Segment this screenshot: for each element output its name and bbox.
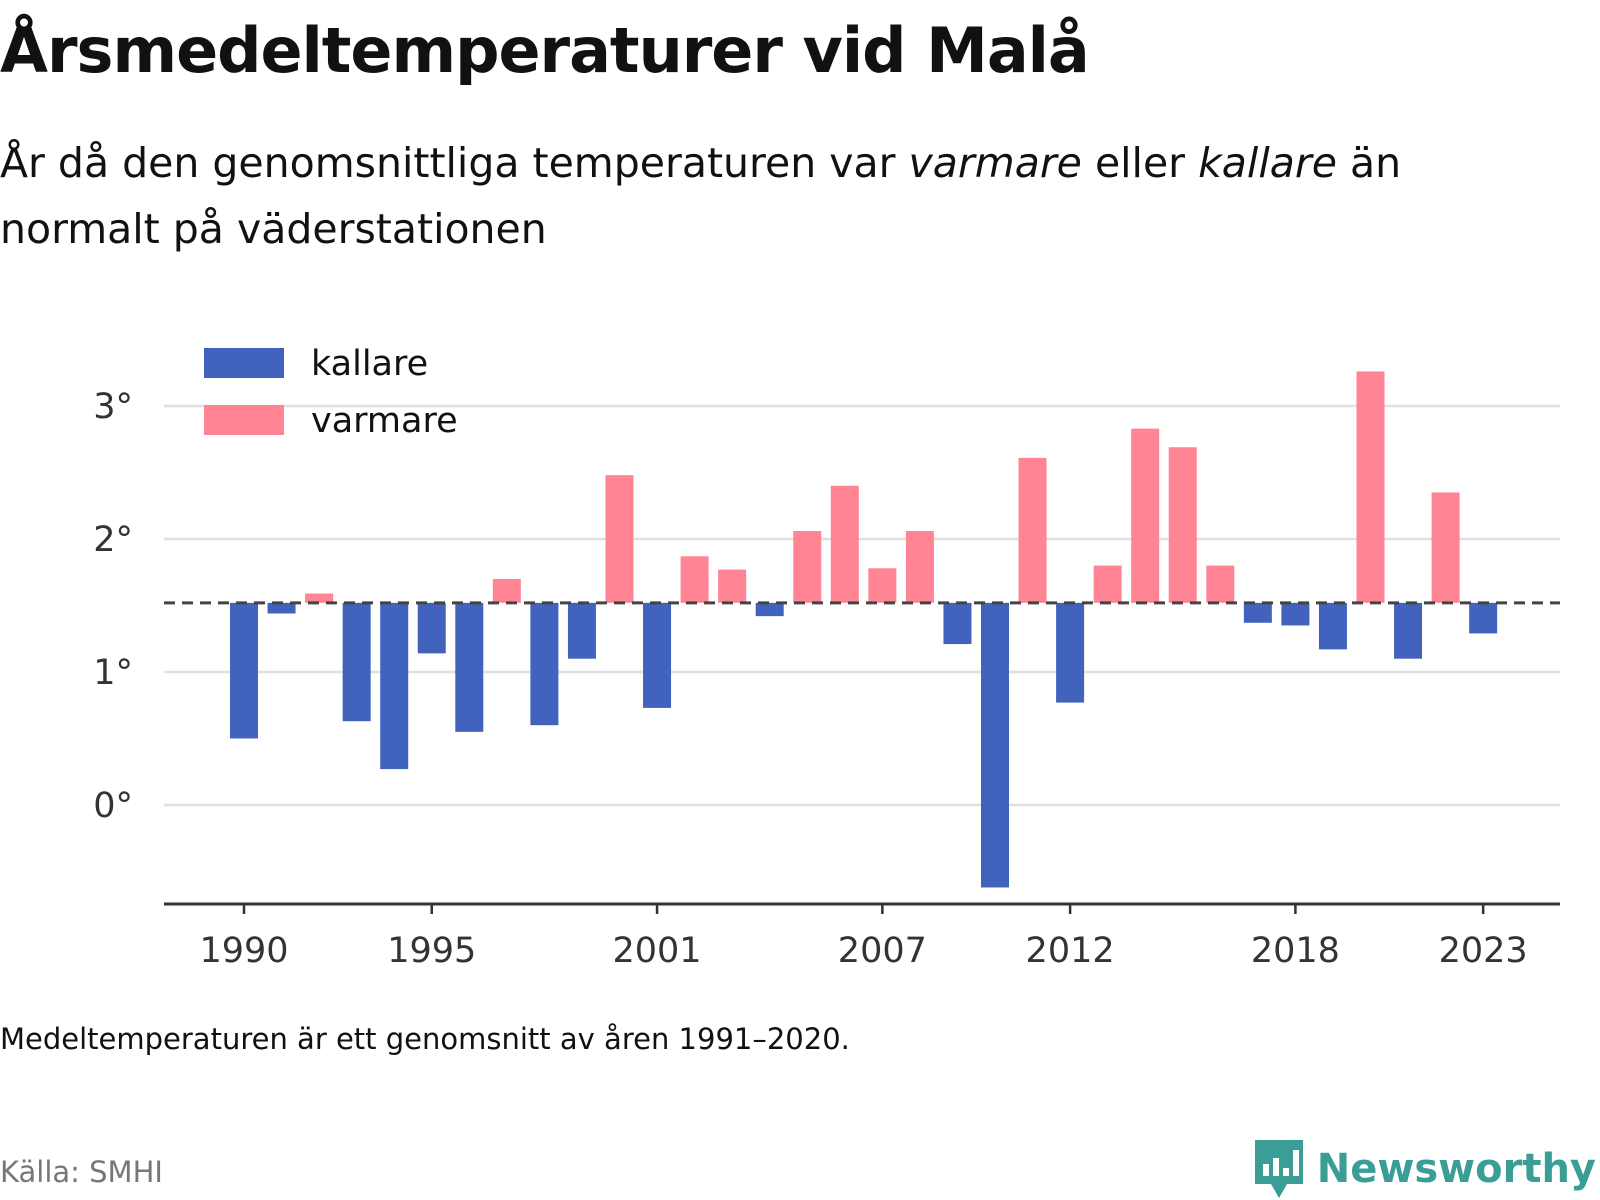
bar-cold (1394, 603, 1422, 659)
bar-cold (568, 603, 596, 659)
bar-cold (343, 603, 371, 721)
bar-warm (718, 570, 746, 603)
bar-warm (681, 556, 709, 603)
temperature-bar-chart: 0° 1° 2° 3° 1990 1995 2001 2007 2012 2018 2023 kal… (0, 320, 1600, 980)
axes: 0° 1° 2° 3° 1990 1995 2001 2007 2012 2018 2023 (93, 387, 1560, 971)
bar-cold (756, 603, 784, 616)
x-tick-label: 1995 (387, 931, 476, 971)
legend-swatch-kallare (204, 348, 284, 378)
bar-cold (530, 603, 558, 725)
brand-logo: Newsworthy (1253, 1138, 1596, 1200)
bar-cold (981, 603, 1009, 888)
brand-name: Newsworthy (1317, 1146, 1596, 1192)
x-tick-label: 2012 (1026, 931, 1115, 971)
x-tick-label: 2018 (1251, 931, 1340, 971)
chart-title: Årsmedeltemperaturer vid Malå (0, 14, 1089, 87)
y-tick-label: 1° (93, 653, 133, 693)
y-tick-label: 0° (93, 786, 133, 826)
bar-cold (455, 603, 483, 732)
bar-warm (1357, 371, 1385, 602)
bar-warm (606, 475, 634, 603)
bar-cold (643, 603, 671, 708)
legend: kallare varmare (204, 344, 458, 441)
subtitle-cold-word: kallare (1198, 139, 1337, 187)
legend-label-kallare: kallare (311, 344, 428, 384)
bar-cold (418, 603, 446, 654)
bar-warm (793, 531, 821, 603)
bar-warm (1094, 566, 1122, 603)
bar-cold (380, 603, 408, 769)
bar-warm (831, 486, 859, 603)
bar-warm (1131, 429, 1159, 603)
legend-label-varmare: varmare (311, 401, 458, 441)
bar-warm (493, 579, 521, 603)
y-tick-label: 3° (93, 387, 133, 427)
gridlines (164, 406, 1560, 805)
subtitle-text-2: eller (1082, 139, 1198, 187)
subtitle-text-1: År då den genomsnittliga temperaturen va… (0, 139, 909, 187)
bar-warm (1206, 566, 1234, 603)
bar-warm (1169, 447, 1197, 603)
bar-cold (1469, 603, 1497, 634)
bar-cold (268, 603, 296, 614)
x-tick-label: 2007 (838, 931, 927, 971)
x-tick-label: 2001 (613, 931, 702, 971)
bar-cold (1056, 603, 1084, 703)
newsworthy-logo-icon (1253, 1138, 1305, 1200)
bars (230, 371, 1497, 887)
chart-subtitle: År då den genomsnittliga temperaturen va… (0, 130, 1540, 262)
footnote: Medeltemperaturen är ett genomsnitt av å… (0, 1022, 850, 1056)
bar-cold (230, 603, 258, 739)
bar-warm (868, 568, 896, 603)
bar-warm (1019, 458, 1047, 603)
source-credit: Källa: SMHI (0, 1155, 163, 1189)
bar-warm (1432, 492, 1460, 602)
bar-cold (1281, 603, 1309, 626)
x-tick-label: 1990 (199, 931, 288, 971)
legend-swatch-varmare (204, 405, 284, 435)
bar-warm (906, 531, 934, 603)
x-tick-label: 2023 (1439, 931, 1528, 971)
bar-cold (1319, 603, 1347, 650)
y-tick-label: 2° (93, 520, 133, 560)
subtitle-warm-word: varmare (909, 139, 1082, 187)
bar-cold (1244, 603, 1272, 623)
bar-cold (943, 603, 971, 644)
